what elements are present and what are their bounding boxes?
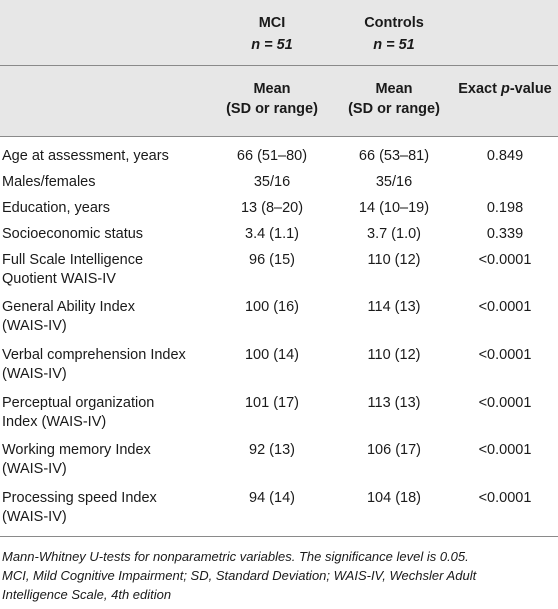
header-band [0, 0, 558, 136]
mci-value: 96 (15) [249, 252, 295, 268]
row-label-line-2: (WAIS-IV) [2, 461, 67, 477]
controls-value: 35/16 [375, 174, 413, 190]
mci-value: 100 (14) [244, 347, 299, 363]
p-italic: p [500, 81, 510, 97]
footnote-line-3: Intelligence Scale, 4th edition [2, 587, 172, 602]
controls-value: 14 (10–19) [358, 200, 430, 216]
p-value: <0.0001 [478, 490, 532, 506]
row-label-line-2: (WAIS-IV) [2, 318, 67, 334]
controls-value: 113 (13) [367, 395, 421, 411]
row-label: Working memory Index [2, 442, 151, 458]
controls-value: 104 (18) [366, 490, 421, 506]
p-value: <0.0001 [478, 252, 532, 268]
mci-value: 94 (14) [249, 490, 295, 506]
footnote-line-1: Mann-Whitney U-tests for nonparametric v… [2, 549, 469, 564]
header-bottom-rule [0, 136, 558, 137]
mci-value: 35/16 [253, 174, 291, 190]
subheader-controls-mean: Mean [375, 81, 413, 97]
row-label: Processing speed Index [2, 490, 157, 506]
row-label-line-2: (WAIS-IV) [2, 366, 67, 382]
p-value: 0.198 [486, 200, 524, 216]
group-n-controls: n = 51 [336, 36, 452, 55]
row-label: Age at assessment, years [2, 148, 169, 164]
group-n-controls-text: n = 51 [373, 37, 415, 53]
subheader-mci-sd: (SD or range) [226, 101, 318, 117]
p-value: <0.0001 [478, 347, 532, 363]
p-value: <0.0001 [478, 299, 532, 315]
row-label-line-2: (WAIS-IV) [2, 509, 67, 525]
row-label: Socioeconomic status [2, 226, 144, 242]
p-value: 0.339 [486, 226, 524, 242]
row-label: Perceptual organization [2, 395, 155, 411]
p-value: <0.0001 [478, 395, 532, 411]
row-label: Males/females [2, 174, 96, 190]
group-n-mci: n = 51 [214, 36, 330, 55]
controls-value: 110 (12) [367, 347, 421, 363]
subheader-controls-sd: (SD or range) [348, 101, 440, 117]
controls-value: 66 (53–81) [358, 148, 430, 164]
group-header-controls: Controls [364, 15, 424, 31]
mci-value: 92 (13) [249, 442, 295, 458]
mci-value: 13 (8–20) [240, 200, 304, 216]
row-label: Full Scale Intelligence [2, 252, 144, 268]
row-label-line-2: Quotient WAIS-IV [2, 271, 116, 287]
row-label: General Ability Index [2, 299, 135, 315]
mci-value: 101 (17) [244, 395, 299, 411]
controls-value: 3.7 (1.0) [367, 226, 421, 242]
p-value: 0.849 [486, 148, 524, 164]
p-value: <0.0001 [478, 442, 532, 458]
controls-value: 110 (12) [367, 252, 421, 268]
controls-value: 106 (17) [366, 442, 421, 458]
subheader-mci-mean: Mean [253, 81, 291, 97]
mci-value: 3.4 (1.1) [245, 226, 299, 242]
mci-value: 100 (16) [244, 299, 299, 315]
group-n-mci-text: n = 51 [251, 37, 293, 53]
controls-value: 114 (13) [367, 299, 421, 315]
footnote-line-2: MCI, Mild Cognitive Impairment; SD, Stan… [2, 568, 477, 583]
mci-value: 66 (51–80) [236, 148, 308, 164]
group-header-mci: MCI [258, 15, 286, 31]
table-bottom-rule [0, 536, 558, 537]
row-label: Education, years [2, 200, 111, 216]
row-label: Verbal comprehension Index [2, 347, 186, 363]
subheader-p-value: Exact p-value [458, 81, 552, 97]
header-divider [0, 65, 558, 66]
row-label-line-2: Index (WAIS-IV) [2, 414, 107, 430]
